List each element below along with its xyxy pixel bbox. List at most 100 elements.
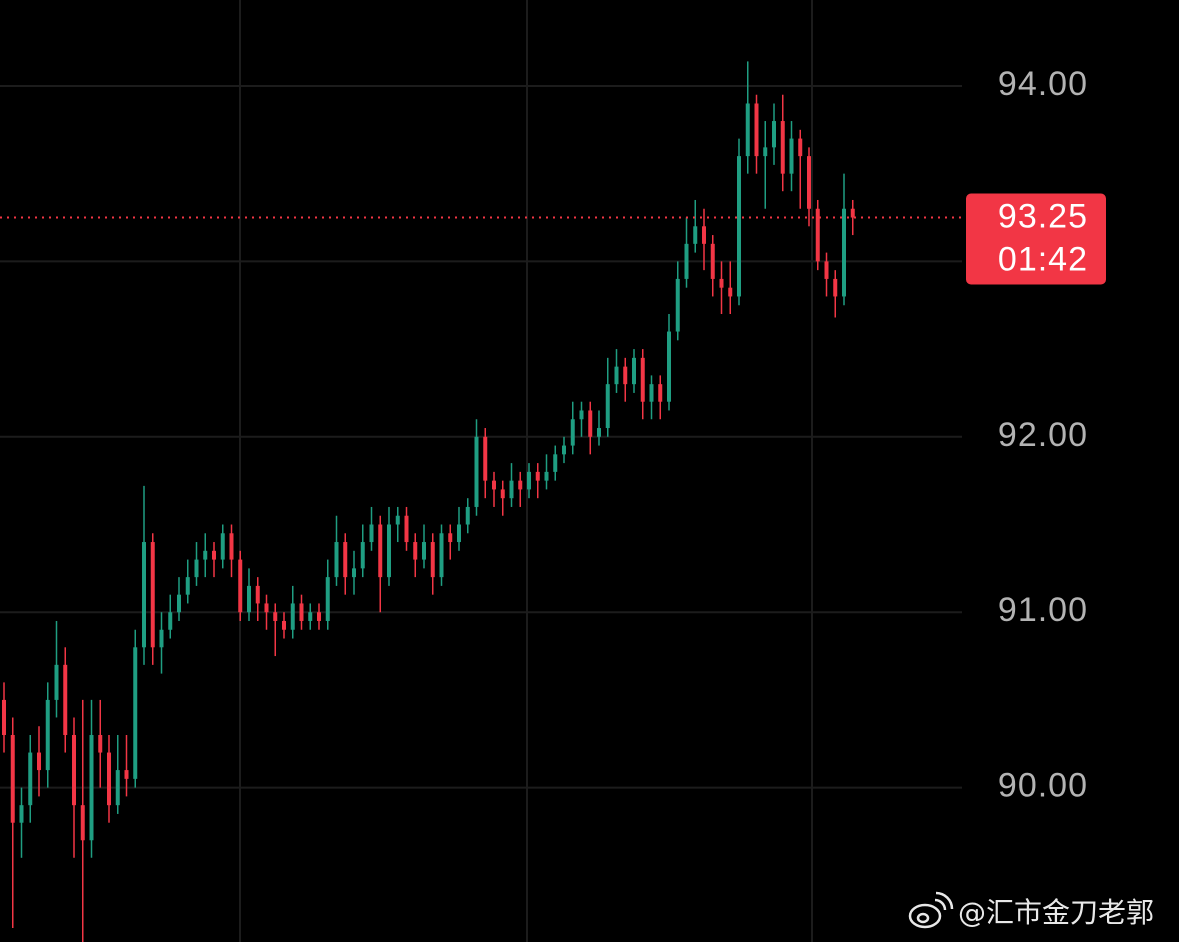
candle-body <box>325 577 330 621</box>
candle-body <box>220 533 225 560</box>
candle-body <box>317 612 321 621</box>
candle-body <box>824 261 829 279</box>
candle-body <box>719 278 724 288</box>
candle-body <box>54 664 59 700</box>
candle-body <box>675 278 680 332</box>
price-axis: 94.00 92.00 91.00 90.00 <box>998 65 1088 805</box>
candle-body <box>807 156 811 209</box>
candle-body <box>369 524 374 543</box>
candle-body <box>150 542 155 648</box>
candle-body <box>693 226 698 244</box>
candle-body <box>255 585 260 604</box>
candle-body <box>588 410 593 437</box>
candle-body <box>780 121 785 174</box>
candle-body <box>185 577 190 595</box>
candle-body <box>745 103 750 157</box>
time-grid <box>239 0 813 942</box>
candle-body <box>142 542 146 648</box>
candle-body <box>465 506 470 525</box>
candle-body <box>273 612 278 621</box>
candle-body <box>640 357 645 402</box>
y-tick-label: 92.00 <box>998 416 1088 454</box>
candle-body <box>299 603 304 621</box>
candle-body <box>772 121 776 148</box>
candle-body <box>430 542 435 578</box>
candle-body <box>518 480 523 490</box>
candle-body <box>579 410 584 420</box>
candle-body <box>168 612 173 630</box>
candle-body <box>212 550 216 560</box>
candle-body <box>45 699 50 771</box>
candle-body <box>439 533 444 578</box>
candles <box>2 61 855 942</box>
candle-body <box>124 770 129 779</box>
candle-body <box>343 542 348 578</box>
candle-body <box>527 471 531 490</box>
candle-body <box>763 147 768 157</box>
candle-body <box>448 533 453 543</box>
candle-body <box>474 436 479 507</box>
candle-body <box>710 243 715 279</box>
candle-body <box>798 138 803 157</box>
candle-body <box>850 208 855 218</box>
candle-body <box>72 735 76 806</box>
candle-body <box>509 480 514 499</box>
candle-body <box>387 524 391 578</box>
y-tick-label: 90.00 <box>998 767 1088 805</box>
candle-body <box>360 542 365 569</box>
candle-body <box>80 805 85 841</box>
candle-body <box>544 471 549 481</box>
candle-body <box>535 471 540 481</box>
candle-body <box>177 594 181 613</box>
candle-body <box>562 445 566 455</box>
y-tick-label: 94.00 <box>998 65 1088 103</box>
candle-body <box>632 357 636 385</box>
candle-body <box>842 208 846 297</box>
candle-body <box>597 428 601 437</box>
candle-body <box>553 454 558 472</box>
candle-body <box>247 585 251 613</box>
candle-body <box>2 699 6 736</box>
candle-body <box>422 542 426 560</box>
candle-body <box>737 156 741 297</box>
candle-body <box>334 542 339 578</box>
candle-body <box>649 384 654 402</box>
candle-body <box>28 752 33 806</box>
candle-body <box>282 620 286 630</box>
candle-body <box>308 612 313 621</box>
candle-body <box>614 366 619 385</box>
candle-body <box>684 243 689 279</box>
candle-body <box>10 735 15 823</box>
candle-body <box>203 550 208 560</box>
weibo-logo <box>908 891 954 929</box>
candle-body <box>352 568 356 578</box>
candle-body <box>115 770 120 806</box>
candle-body <box>159 629 164 648</box>
candle-body <box>194 559 199 578</box>
candle-body <box>702 226 706 244</box>
candle-body <box>238 559 243 613</box>
candle-body <box>623 366 628 385</box>
candle-body <box>378 524 383 578</box>
candle-body <box>395 515 400 525</box>
candle-body <box>19 805 24 823</box>
candle-body <box>789 138 794 174</box>
countdown: 01:42 <box>998 241 1088 279</box>
candle-body <box>605 384 610 429</box>
candle-body <box>63 664 68 736</box>
candle-body <box>754 103 759 157</box>
candle-body <box>833 278 838 297</box>
candle-body <box>107 752 111 806</box>
candle-body <box>815 208 820 262</box>
candle-body <box>89 735 94 841</box>
candle-body <box>290 603 295 630</box>
candle-body <box>413 542 418 560</box>
candle-body <box>500 489 505 499</box>
price-tag-box <box>966 193 1106 285</box>
candle-body <box>98 735 103 753</box>
candle-body <box>457 524 461 543</box>
candle-body <box>667 331 671 402</box>
candle-body <box>37 752 41 771</box>
candle-body <box>728 287 733 297</box>
